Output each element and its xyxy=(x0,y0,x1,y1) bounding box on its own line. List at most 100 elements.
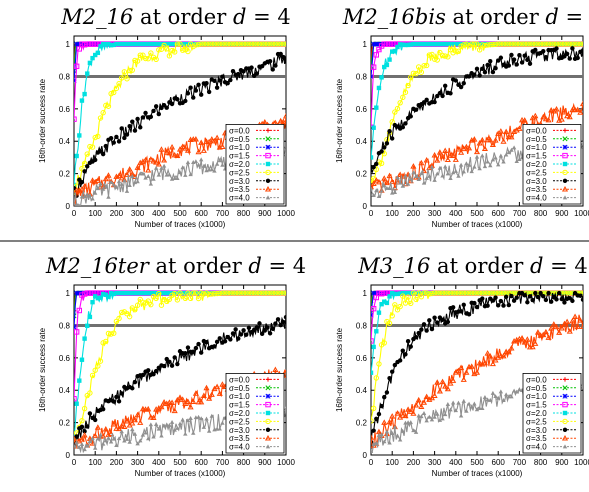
data-point xyxy=(397,171,404,178)
data-point xyxy=(371,41,377,47)
data-point xyxy=(185,91,191,96)
data-point xyxy=(122,41,127,47)
data-point xyxy=(421,180,427,185)
data-point xyxy=(243,290,249,296)
data-point xyxy=(111,42,116,48)
data-point xyxy=(509,52,514,58)
data-point xyxy=(424,41,429,47)
data-point xyxy=(254,41,260,47)
series-line xyxy=(74,43,286,64)
data-point xyxy=(140,372,146,378)
data-point xyxy=(158,302,165,308)
data-point xyxy=(106,194,111,199)
data-point xyxy=(116,315,122,322)
x-tick-label: 900 xyxy=(555,458,569,467)
x-tick-label: 800 xyxy=(534,209,548,218)
legend-label: σ=3.5 xyxy=(229,434,250,443)
y-tick-label: 0.6 xyxy=(356,105,368,114)
data-point xyxy=(148,181,154,186)
legend-label: σ=0.0 xyxy=(526,126,547,135)
data-point xyxy=(458,364,465,371)
data-point xyxy=(211,137,218,144)
data-point xyxy=(93,294,98,299)
data-point xyxy=(463,290,470,296)
data-point xyxy=(175,425,180,430)
data-point xyxy=(373,41,379,47)
data-point xyxy=(214,383,221,390)
data-point xyxy=(87,390,93,396)
data-point xyxy=(280,290,286,296)
data-point xyxy=(167,41,172,47)
data-point xyxy=(230,331,236,336)
data-point xyxy=(254,71,260,76)
data-point xyxy=(114,394,119,400)
data-point xyxy=(203,138,210,144)
data-point xyxy=(489,360,496,367)
data-point xyxy=(461,302,466,308)
x-tick-label: 300 xyxy=(428,209,442,218)
x-tick-label: 600 xyxy=(492,209,506,218)
legend-marker xyxy=(562,128,568,133)
legend-marker xyxy=(562,161,568,167)
data-point xyxy=(390,431,395,435)
data-point xyxy=(140,432,146,437)
data-point xyxy=(143,110,148,116)
data-point xyxy=(397,358,403,363)
data-point xyxy=(217,336,222,341)
data-point xyxy=(191,349,196,354)
data-point xyxy=(204,80,209,86)
data-point xyxy=(278,41,284,47)
data-point xyxy=(575,55,580,61)
data-point xyxy=(103,292,108,297)
data-point xyxy=(93,190,98,195)
data-point xyxy=(490,290,496,296)
data-point xyxy=(267,41,273,47)
data-point xyxy=(577,41,583,47)
data-point xyxy=(166,296,173,302)
data-point xyxy=(386,418,393,425)
data-point xyxy=(167,290,172,296)
data-point xyxy=(448,175,453,180)
data-point xyxy=(416,330,421,336)
data-point xyxy=(126,166,133,172)
data-point xyxy=(238,41,244,47)
data-point xyxy=(402,89,409,95)
data-point xyxy=(182,145,189,151)
data-point xyxy=(137,296,143,303)
data-point xyxy=(421,322,427,327)
data-point xyxy=(240,41,247,47)
data-point xyxy=(519,334,526,341)
data-point xyxy=(156,41,161,47)
data-point xyxy=(153,295,159,302)
data-point xyxy=(474,304,480,310)
data-point xyxy=(143,290,148,296)
x-tick-label: 600 xyxy=(492,458,506,467)
x-tick-label: 100 xyxy=(386,458,400,467)
data-point xyxy=(195,41,202,48)
data-point xyxy=(466,162,472,167)
data-point xyxy=(193,159,199,164)
data-point xyxy=(440,317,445,323)
data-point xyxy=(501,398,506,402)
data-point xyxy=(251,290,257,296)
data-point xyxy=(371,125,376,130)
data-point xyxy=(74,395,77,402)
data-point xyxy=(200,392,207,398)
data-point xyxy=(198,398,205,405)
y-axis-label: 16th-order success rate xyxy=(38,327,47,412)
data-point xyxy=(408,42,413,47)
data-point xyxy=(561,41,568,47)
data-point xyxy=(379,403,384,409)
data-point xyxy=(580,41,583,47)
data-point xyxy=(416,413,421,418)
data-point xyxy=(74,440,79,445)
data-point xyxy=(382,394,387,400)
data-point xyxy=(506,63,511,68)
data-point xyxy=(501,159,506,164)
legend-marker xyxy=(562,178,568,183)
data-point xyxy=(400,348,405,353)
data-point xyxy=(410,290,417,296)
data-point xyxy=(437,165,443,170)
data-point xyxy=(484,290,491,296)
data-point xyxy=(174,297,181,303)
